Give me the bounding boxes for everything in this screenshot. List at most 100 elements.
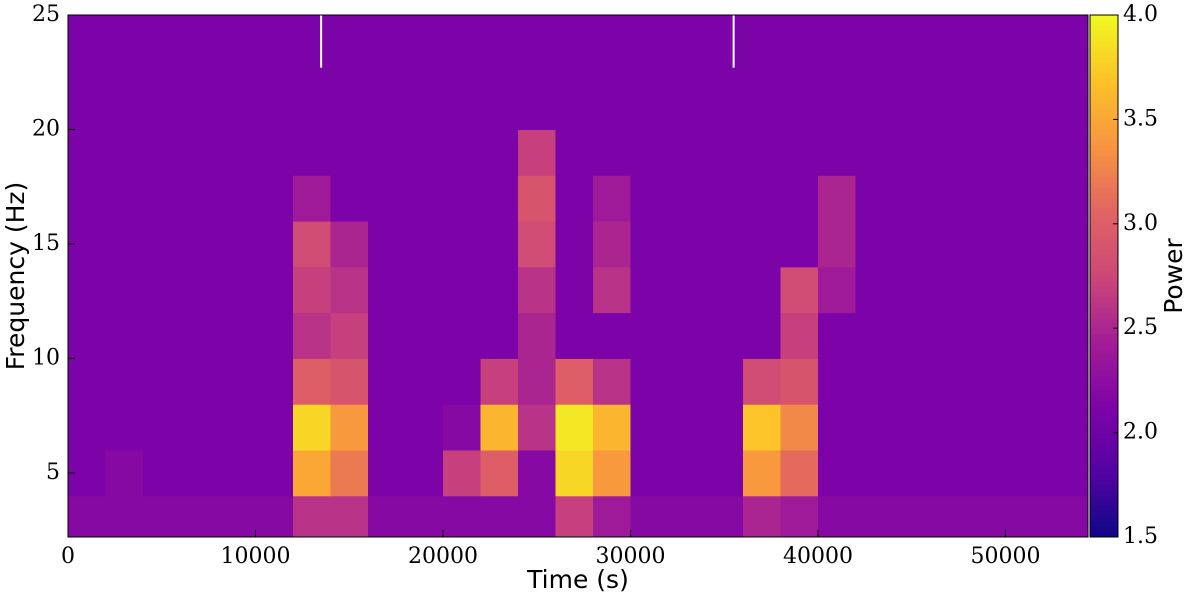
- heatmap-cell: [143, 83, 181, 130]
- heatmap-cell: [855, 15, 894, 85]
- heatmap-cell: [555, 83, 594, 130]
- heatmap-cell: [143, 495, 181, 538]
- heatmap-cell: [593, 15, 631, 85]
- colorbar-step: [1090, 416, 1118, 423]
- colorbar-step: [1090, 343, 1118, 350]
- colorbar-step: [1090, 406, 1118, 413]
- colorbar-step: [1090, 349, 1118, 355]
- heatmap-cell: [105, 129, 144, 176]
- colorbar-step: [1090, 51, 1118, 58]
- heatmap-cell: [143, 221, 181, 268]
- heatmap-cell: [668, 404, 706, 451]
- heatmap-cell: [743, 312, 781, 359]
- heatmap-cell: [255, 450, 294, 497]
- heatmap-cell: [368, 221, 406, 268]
- colorbar-step: [1090, 390, 1118, 397]
- heatmap-cell: [705, 266, 744, 314]
- heatmap-cell: [518, 266, 556, 314]
- colorbar-step: [1090, 296, 1118, 303]
- colorbar-step: [1090, 192, 1118, 199]
- heatmap-cell: [1005, 129, 1044, 176]
- heatmap-cell: [480, 450, 519, 497]
- heatmap-cell: [630, 15, 669, 85]
- heatmap-cell: [105, 15, 144, 85]
- heatmap-cell: [780, 312, 819, 359]
- heatmap-cell: [1005, 450, 1044, 497]
- heatmap-cell: [855, 450, 894, 497]
- colorbar-step: [1090, 474, 1118, 481]
- heatmap-cell: [855, 266, 894, 314]
- heatmap-cell: [180, 175, 219, 222]
- heatmap-cell: [630, 221, 669, 268]
- heatmap-cell: [180, 404, 219, 451]
- heatmap-cell: [68, 175, 106, 222]
- x-tick-label: 10000: [221, 544, 291, 569]
- heatmap-cell: [968, 358, 1006, 405]
- heatmap-cell: [593, 175, 631, 222]
- heatmap-cell: [143, 450, 181, 497]
- heatmap-cell: [1005, 358, 1044, 405]
- colorbar-step: [1090, 260, 1118, 267]
- heatmap-cell: [255, 221, 294, 268]
- colorbar-step: [1090, 135, 1118, 141]
- colorbar-step: [1090, 161, 1118, 167]
- heatmap-cell: [705, 175, 744, 222]
- heatmap-cell: [218, 266, 256, 314]
- heatmap-cell: [330, 358, 369, 405]
- heatmap-cell: [68, 495, 106, 538]
- heatmap-cell: [180, 312, 219, 359]
- heatmap-cell: [368, 266, 406, 314]
- colorbar-step: [1090, 155, 1118, 162]
- colorbar-step: [1090, 208, 1118, 214]
- heatmap-cell: [555, 450, 594, 497]
- colorbar-step: [1090, 15, 1118, 21]
- heatmap-cell: [780, 495, 819, 538]
- colorbar-step: [1090, 171, 1118, 178]
- heatmap-cell: [930, 15, 969, 85]
- heatmap-cell: [743, 404, 781, 451]
- heatmap-cell: [1043, 175, 1089, 222]
- colorbar-step: [1090, 427, 1118, 434]
- heatmap-cell: [743, 83, 781, 130]
- heatmap-cell: [705, 312, 744, 359]
- heatmap-cell: [668, 312, 706, 359]
- colorbar-step: [1090, 369, 1118, 376]
- heatmap-cell: [405, 450, 444, 497]
- heatmap-cell: [480, 312, 519, 359]
- heatmap-cell: [743, 221, 781, 268]
- colorbar-step: [1090, 30, 1118, 37]
- heatmap-cell: [893, 83, 931, 130]
- heatmap-cell: [818, 266, 856, 314]
- heatmap-cell: [368, 83, 406, 130]
- heatmap-cell: [818, 83, 856, 130]
- heatmap-cell: [930, 129, 969, 176]
- colorbar-step: [1090, 25, 1118, 32]
- heatmap-cell: [443, 129, 481, 176]
- colorbar-tick-label: 2.5: [1123, 315, 1158, 340]
- heatmap-cell: [105, 495, 144, 538]
- heatmap-cell: [855, 312, 894, 359]
- colorbar-step: [1090, 291, 1118, 298]
- colorbar-step: [1090, 333, 1118, 340]
- heatmap-cell: [218, 404, 256, 451]
- heatmap-cell: [405, 404, 444, 451]
- heatmap-cell: [743, 266, 781, 314]
- heatmap-cell: [818, 221, 856, 268]
- heatmap-cell: [293, 358, 331, 405]
- colorbar-step: [1090, 35, 1118, 42]
- heatmap-cell: [855, 221, 894, 268]
- heatmap-cell: [1043, 129, 1089, 176]
- heatmap-cell: [818, 175, 856, 222]
- heatmap-cell: [405, 83, 444, 130]
- heatmap-cell: [780, 83, 819, 130]
- heatmap-cell: [1005, 83, 1044, 130]
- heatmap-cell: [555, 129, 594, 176]
- heatmap-cell: [668, 129, 706, 176]
- y-tick-label: 20: [32, 116, 60, 141]
- heatmap-cell: [743, 15, 781, 85]
- heatmap-cell: [1043, 358, 1089, 405]
- colorbar-step: [1090, 82, 1118, 89]
- y-tick-label: 15: [32, 231, 60, 256]
- heatmap-cell: [705, 83, 744, 130]
- heatmap-cell: [630, 129, 669, 176]
